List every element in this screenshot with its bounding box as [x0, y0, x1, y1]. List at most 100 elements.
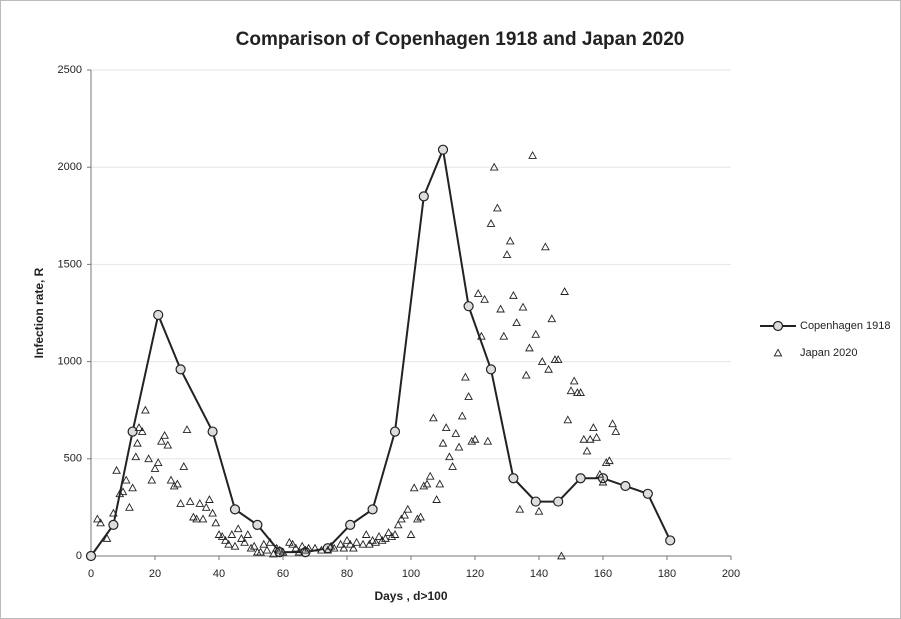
x-axis-label: Days , d>100: [374, 589, 447, 603]
data-point: [576, 388, 585, 397]
data-point: [358, 539, 368, 548]
data-point: [233, 524, 243, 533]
data-point: [294, 547, 304, 556]
data-point: [531, 329, 541, 338]
y-tick-label: 500: [64, 453, 82, 465]
data-point: [93, 514, 102, 523]
data-point: [463, 301, 474, 312]
data-point: [508, 473, 519, 484]
data-point: [496, 304, 505, 313]
data-point: [445, 452, 454, 461]
data-point: [144, 454, 153, 463]
data-point: [252, 519, 263, 530]
data-point: [387, 532, 397, 540]
data-point: [262, 545, 272, 554]
data-point: [131, 452, 141, 461]
data-point: [275, 545, 285, 554]
data-point: [582, 446, 592, 455]
data-point: [448, 462, 457, 470]
y-tick-label: 2500: [58, 64, 82, 76]
data-point: [285, 537, 294, 546]
data-point: [489, 162, 499, 171]
data-point: [272, 543, 281, 552]
data-point: [367, 504, 378, 515]
data-point: [166, 475, 176, 484]
data-point: [147, 475, 157, 484]
data-point: [429, 413, 438, 422]
data-point: [326, 541, 336, 550]
data-point: [229, 504, 241, 515]
data-point: [240, 537, 249, 546]
data-point: [438, 438, 448, 447]
data-point: [365, 539, 374, 548]
data-point: [537, 357, 547, 365]
data-point: [201, 502, 211, 511]
data-point: [595, 469, 605, 478]
data-point: [323, 545, 333, 554]
data-point: [115, 489, 125, 498]
data-point: [521, 370, 531, 379]
data-point: [345, 539, 355, 548]
data-point: [163, 440, 173, 449]
data-point: [211, 518, 221, 527]
data-point: [127, 426, 138, 437]
legend-marker: [772, 320, 784, 332]
data-point: [509, 290, 518, 299]
data-point: [310, 543, 320, 552]
data-point: [416, 512, 425, 521]
data-point: [160, 430, 169, 439]
data-point: [451, 429, 461, 437]
x-tick-label: 120: [466, 568, 484, 580]
data-point: [259, 539, 269, 548]
data-point: [515, 504, 525, 513]
data-point: [246, 543, 256, 552]
legend-marker: [773, 348, 783, 357]
data-point: [85, 550, 97, 562]
y-tick-label: 2000: [58, 161, 82, 173]
x-tick-label: 40: [213, 568, 225, 580]
x-tick-label: 0: [88, 568, 94, 580]
data-point: [192, 514, 201, 523]
data-point: [477, 331, 486, 340]
data-point: [214, 530, 224, 538]
data-point: [249, 541, 259, 550]
data-point: [585, 434, 595, 443]
data-point: [153, 309, 164, 321]
x-tick-label: 60: [277, 568, 289, 580]
data-point: [406, 530, 416, 538]
data-point: [96, 518, 105, 527]
data-point: [128, 483, 137, 492]
data-point: [528, 151, 537, 159]
data-point: [485, 364, 497, 375]
data-point: [473, 289, 483, 297]
data-point: [541, 242, 550, 251]
data-point: [544, 364, 553, 373]
data-point: [237, 533, 246, 542]
data-point: [384, 528, 393, 537]
data-point: [207, 426, 218, 437]
y-tick-label: 1000: [58, 356, 82, 368]
data-point: [121, 475, 131, 484]
data-point: [518, 302, 528, 311]
data-point: [377, 535, 387, 544]
data-point: [425, 471, 435, 480]
data-point: [457, 411, 467, 420]
data-point: [304, 543, 313, 552]
x-tick-label: 160: [594, 568, 612, 580]
data-point: [393, 520, 403, 529]
data-point: [620, 480, 631, 492]
data-point: [592, 432, 601, 441]
data-point: [435, 479, 445, 488]
data-point: [493, 203, 502, 212]
data-point: [109, 508, 118, 517]
data-point: [601, 458, 611, 467]
x-tick-label: 180: [658, 568, 676, 580]
data-point: [297, 541, 307, 550]
data-point: [141, 405, 150, 414]
data-point: [224, 539, 233, 548]
data-point: [566, 386, 576, 395]
data-point: [265, 537, 275, 546]
data-point: [502, 250, 512, 259]
data-point: [512, 318, 521, 327]
